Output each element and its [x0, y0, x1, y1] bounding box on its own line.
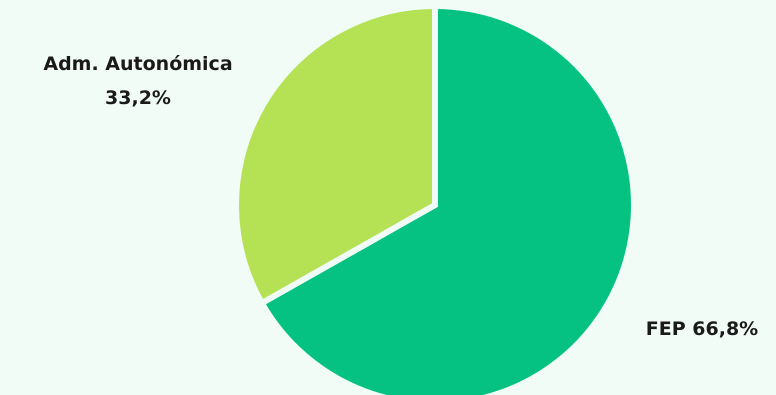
pie-slices: [233, 2, 637, 395]
pie-slice-fep: [257, 2, 637, 395]
slice-label-adm-autonomica-percent: 33,2%: [105, 87, 171, 109]
slice-label-fep: FEP 66,8%: [646, 318, 758, 340]
slice-label-adm-autonomica-name: Adm. Autonómica: [43, 53, 232, 75]
pie-slice-adm-auton-mica: [233, 2, 438, 308]
